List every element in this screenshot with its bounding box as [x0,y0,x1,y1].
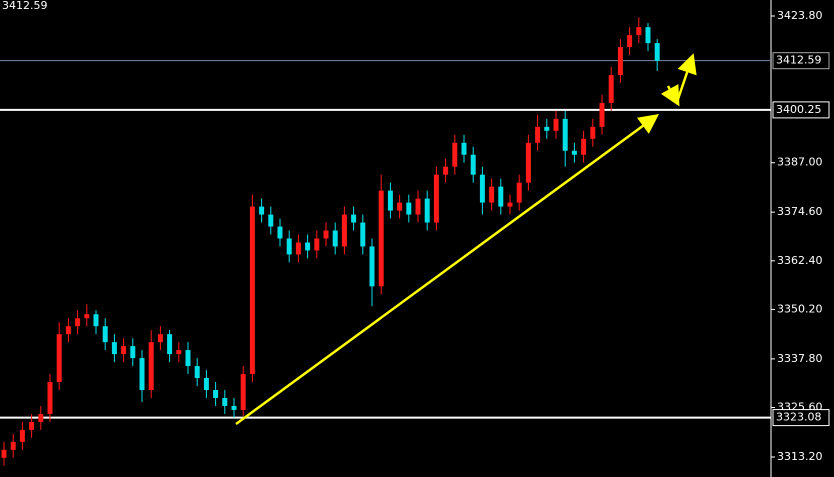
price-label-box [772,409,830,427]
candle-body [489,186,495,203]
candle-body [553,118,559,131]
candle-body [305,242,311,251]
candle-body [351,214,357,223]
candle-body [654,43,660,61]
price-label: 3412.59 [776,54,822,67]
down-arrow [660,84,680,107]
candle-body [433,174,439,223]
y-tick-label: 3362.40 [777,254,823,267]
candle-body [203,378,209,390]
candle-body [544,126,550,131]
candle-body [599,102,605,127]
candle-body [102,326,108,343]
candle-body [332,230,338,247]
candle-body [222,397,228,406]
candle-body [452,142,458,167]
candle-body [268,214,274,227]
candle-body [130,346,136,359]
candle-body [213,389,219,398]
price-label-box [772,52,830,70]
candle-body [360,222,366,247]
y-tick-label: 3374.60 [777,205,823,218]
candle-body [65,326,71,335]
candle-body [498,186,504,207]
candle-body [461,142,467,155]
candle-body [157,334,163,343]
candle-body [571,150,577,155]
candle-body [295,242,301,255]
candle-body [387,190,393,211]
candle-body [341,214,347,247]
candle-body [75,318,81,327]
candle-body [29,421,35,430]
candle-body [369,246,375,287]
candle-body [406,202,412,215]
candle-body [424,198,430,223]
candle-body [259,206,265,215]
y-tick-label: 3350.20 [777,302,823,315]
price-label: 3400.25 [776,103,822,116]
candle-body [277,226,283,239]
candle-body [93,314,99,327]
candle-body [47,382,53,414]
candle-body [581,138,587,155]
candle-body [608,75,614,103]
candle-body [176,350,182,355]
candle-body [240,374,246,410]
price-label: 3323.08 [776,411,822,424]
current-price: 3412.59 [2,0,48,12]
up-arrow [675,53,697,103]
candle-body [525,142,531,183]
candle-body [323,230,329,239]
candle-body [378,190,384,287]
candle-body [590,126,596,139]
candle-body [111,342,117,355]
candle-body [535,126,541,143]
candle-body [167,334,173,355]
y-tick-label: 3337.80 [777,352,823,365]
y-tick-label: 3423.80 [777,9,823,22]
candle-body [185,350,191,367]
candle-body [516,182,522,203]
candle-body [479,174,485,203]
candle-body [194,366,200,379]
candle-body [148,342,154,390]
candle-body [84,314,90,319]
candle-body [249,206,255,375]
candle-body [645,27,651,44]
candle-body [443,166,449,175]
candle-body [139,358,145,390]
y-tick-label: 3387.00 [777,156,823,169]
candle-body [617,47,623,76]
y-tick-label: 3313.20 [777,450,823,463]
trend-arrow [235,114,660,426]
candle-body [470,154,476,175]
candle-body [56,334,62,383]
price-label-box [772,101,830,119]
candle-body [121,346,127,355]
candle-body [19,429,25,442]
candle-body [314,238,320,251]
candle-body [627,35,633,48]
candle-body [507,202,513,207]
candle-body [397,202,403,211]
candle-body [415,198,421,215]
candle-body [636,27,642,36]
candle-body [38,413,44,422]
candle-body [562,118,568,151]
candle-body [10,441,16,450]
candle-body [286,238,292,255]
candle-body [1,449,7,458]
candle-body [231,405,237,410]
